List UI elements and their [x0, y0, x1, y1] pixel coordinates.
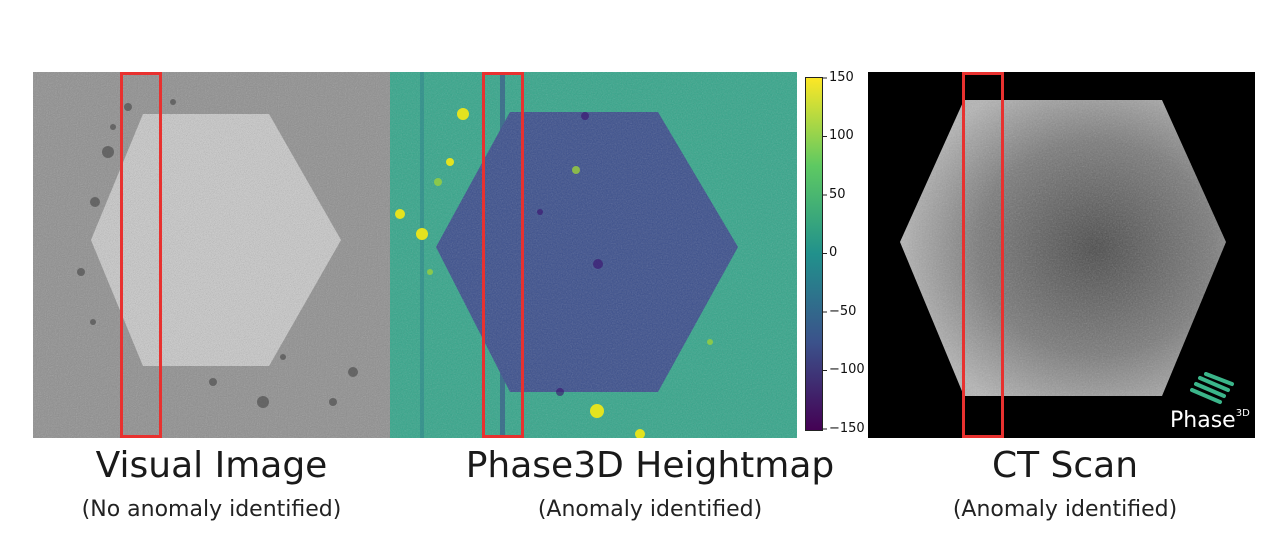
visual-image-panel — [33, 72, 390, 438]
colorbar-tick: −100 — [829, 362, 865, 377]
phase3d-logo: Phase3D — [1168, 372, 1254, 438]
panel-title: Phase3D Heightmap — [465, 445, 835, 486]
caption-heightmap: Phase3D Heightmap (Anomaly identified) — [440, 446, 860, 524]
colorbar-tick: −150 — [829, 421, 865, 436]
visual-image — [33, 72, 390, 438]
panel-title: CT Scan — [991, 445, 1139, 486]
colorbar: 150 100 50 0 −50 −100 −150 — [805, 70, 865, 436]
heightmap-image — [390, 72, 797, 438]
colorbar-tick: 100 — [829, 128, 854, 143]
logo-text: Phase3D — [1170, 408, 1250, 433]
logo-superscript: 3D — [1235, 408, 1250, 419]
caption-visual-image: Visual Image (No anomaly identified) — [33, 446, 390, 524]
colorbar-tick: 50 — [829, 187, 846, 202]
anomaly-highlight-box — [120, 72, 162, 438]
colorbar-gradient — [805, 77, 827, 431]
anomaly-highlight-box — [962, 72, 1004, 438]
colorbar-tick: −50 — [829, 304, 857, 319]
colorbar-tick: 150 — [829, 70, 854, 85]
caption-ct-scan: CT Scan (Anomaly identified) — [880, 446, 1250, 524]
panel-subtitle: (No anomaly identified) — [81, 497, 342, 522]
heightmap-panel — [390, 72, 797, 438]
panel-title: Visual Image — [95, 445, 328, 486]
ct-scan-panel: Phase3D — [868, 72, 1255, 438]
colorbar-tick: 0 — [829, 245, 838, 260]
panel-subtitle: (Anomaly identified) — [537, 497, 763, 522]
ct-scan-image — [868, 72, 1255, 438]
anomaly-highlight-box — [482, 72, 524, 438]
logo-word: Phase — [1170, 408, 1236, 433]
logo-stripes-icon — [1190, 372, 1234, 404]
panel-subtitle: (Anomaly identified) — [952, 497, 1178, 522]
